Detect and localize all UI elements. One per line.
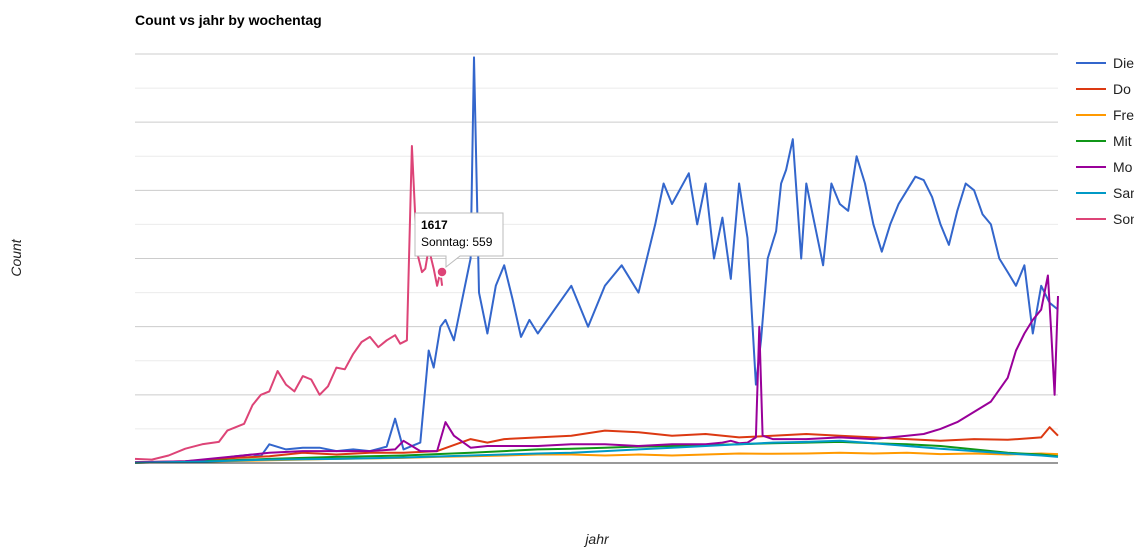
legend-label: Do (1113, 81, 1131, 97)
x-axis-label: jahr (583, 531, 610, 547)
legend-item-sam[interactable]: Sam (1076, 185, 1134, 201)
series-line-do[interactable] (134, 426, 1059, 464)
legend-item-mit[interactable]: Mit (1076, 133, 1132, 149)
gridlines (135, 53, 1058, 430)
legend-label: Fre (1113, 107, 1134, 123)
legend-item-do[interactable]: Do (1076, 81, 1131, 97)
legend-label: Die (1113, 55, 1134, 71)
series-line-son[interactable] (134, 145, 444, 461)
legend: Die Do Fre Mit Mo Sam Son (1076, 55, 1134, 227)
series-line-fre[interactable] (134, 451, 1059, 464)
series-line-mit[interactable] (134, 440, 1059, 464)
legend-item-fre[interactable]: Fre (1076, 107, 1134, 123)
legend-item-die[interactable]: Die (1076, 55, 1134, 71)
tooltip-x-value: 1617 (421, 218, 448, 232)
tooltip: 1617 Sonntag: 559 (414, 212, 504, 278)
legend-item-son[interactable]: Son (1076, 211, 1134, 227)
series-line-sam[interactable] (134, 439, 1059, 464)
legend-item-mo[interactable]: Mo (1076, 159, 1133, 175)
series-line-die[interactable] (134, 56, 1059, 464)
series-line-mo[interactable] (134, 274, 1059, 464)
legend-label: Sam (1113, 185, 1134, 201)
series-lines (134, 56, 1059, 464)
legend-label: Mo (1113, 159, 1133, 175)
chart-title: Count vs jahr by wochentag (135, 12, 322, 28)
tooltip-box (414, 212, 504, 269)
legend-label: Son (1113, 211, 1134, 227)
tooltip-point-marker[interactable] (436, 266, 448, 278)
tooltip-series-value: Sonntag: 559 (421, 235, 493, 249)
y-axis-label: Count (8, 238, 24, 276)
legend-label: Mit (1113, 133, 1132, 149)
